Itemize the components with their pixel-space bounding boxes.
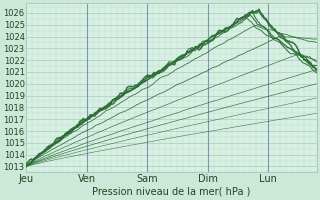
X-axis label: Pression niveau de la mer( hPa ): Pression niveau de la mer( hPa ) xyxy=(92,187,251,197)
